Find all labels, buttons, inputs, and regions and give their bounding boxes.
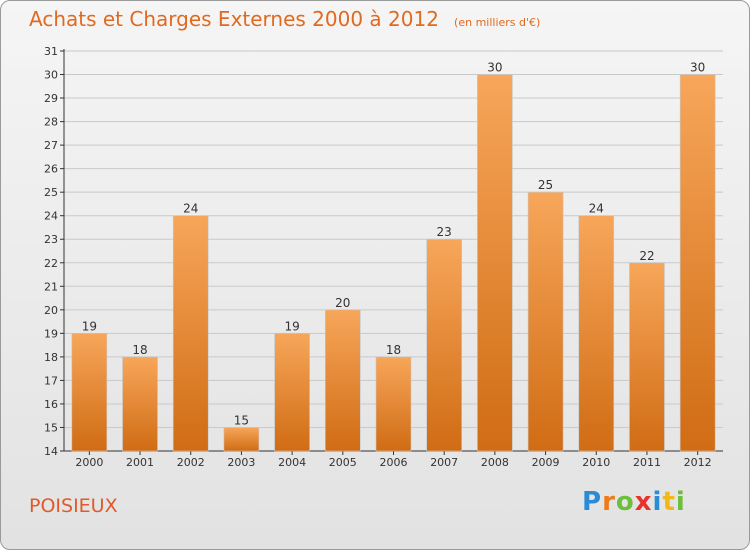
- brand-letter: i: [652, 487, 663, 517]
- y-tick-label: 14: [44, 445, 58, 458]
- y-tick-label: 18: [44, 351, 58, 364]
- x-tick-label: 2003: [227, 456, 255, 469]
- x-tick-label: 2012: [684, 456, 712, 469]
- bar-2005[interactable]: [325, 309, 361, 452]
- y-tick-label: 25: [44, 186, 58, 199]
- title-row: Achats et Charges Externes 2000 à 2012 (…: [29, 7, 540, 31]
- bar-2004[interactable]: [274, 333, 310, 452]
- x-tick-label: 2008: [481, 456, 509, 469]
- y-tick-label: 29: [44, 92, 58, 105]
- bars: [71, 74, 716, 452]
- y-tick-label: 16: [44, 398, 58, 411]
- y-tick-label: 30: [44, 69, 58, 82]
- bar-value-label: 15: [234, 413, 249, 427]
- x-tick-label: 2000: [75, 456, 103, 469]
- bar-value-label: 22: [639, 249, 654, 263]
- bar-value-label: 20: [335, 296, 350, 310]
- bar-value-label: 30: [690, 61, 705, 75]
- y-tick-label: 19: [44, 327, 58, 340]
- brand-letter: o: [615, 487, 635, 517]
- x-tick-label: 2011: [633, 456, 661, 469]
- y-tick-label: 24: [44, 210, 58, 223]
- x-tick-label: 2005: [329, 456, 357, 469]
- bar-2001[interactable]: [122, 356, 158, 452]
- y-tick-label: 21: [44, 280, 58, 293]
- bar-2002[interactable]: [172, 215, 209, 452]
- bar-2006[interactable]: [375, 356, 412, 452]
- y-tick-label: 23: [44, 233, 58, 246]
- brand-logo[interactable]: Proxiti: [582, 487, 686, 517]
- bar-value-label: 25: [538, 178, 553, 192]
- bar-value-label: 30: [487, 61, 502, 75]
- location-name: POISIEUX: [29, 495, 118, 517]
- bar-value-label: 24: [589, 202, 604, 216]
- bar-value-label: 18: [132, 343, 147, 357]
- brand-letter: i: [675, 487, 686, 517]
- bar-value-label: 23: [437, 225, 452, 239]
- y-tick-label: 17: [44, 374, 58, 387]
- bar-value-label: 18: [386, 343, 401, 357]
- x-tick-label: 2004: [278, 456, 306, 469]
- y-tick-label: 31: [44, 45, 58, 58]
- y-tick-label: 15: [44, 421, 58, 434]
- x-tick-label: 2007: [430, 456, 458, 469]
- bar-value-label: 19: [284, 319, 299, 333]
- bar-2009[interactable]: [527, 191, 564, 452]
- chart-title: Achats et Charges Externes 2000 à 2012: [29, 7, 439, 31]
- bar-2000[interactable]: [71, 333, 108, 452]
- bar-2003[interactable]: [223, 427, 260, 452]
- y-tick-label: 27: [44, 139, 58, 152]
- bar-2012[interactable]: [679, 74, 716, 452]
- brand-letter: t: [662, 487, 676, 517]
- x-tick-label: 2001: [126, 456, 154, 469]
- y-tick-label: 22: [44, 257, 58, 270]
- brand-letter: x: [634, 487, 653, 517]
- y-tick-label: 26: [44, 163, 58, 176]
- bar-2008[interactable]: [477, 74, 513, 452]
- bar-value-label: 19: [82, 319, 97, 333]
- y-tick-label: 20: [44, 304, 58, 317]
- x-tick-label: 2006: [380, 456, 408, 469]
- labels: 14 15 16 17 18 19 20 21 22 23 24 25 26 27 28 29 30 31 19 20…: [44, 45, 712, 469]
- y-tick-label: 28: [44, 116, 58, 129]
- brand-letter: P: [582, 487, 603, 517]
- chart-subtitle: (en milliers d'€): [454, 16, 541, 29]
- bar-2007[interactable]: [426, 238, 462, 452]
- brand-letter: r: [602, 487, 616, 517]
- x-tick-label: 2002: [177, 456, 205, 469]
- x-tick-label: 2009: [532, 456, 560, 469]
- bar-2010[interactable]: [578, 215, 615, 452]
- bar-value-label: 24: [183, 202, 198, 216]
- x-tick-label: 2010: [582, 456, 610, 469]
- bar-2011[interactable]: [629, 262, 665, 452]
